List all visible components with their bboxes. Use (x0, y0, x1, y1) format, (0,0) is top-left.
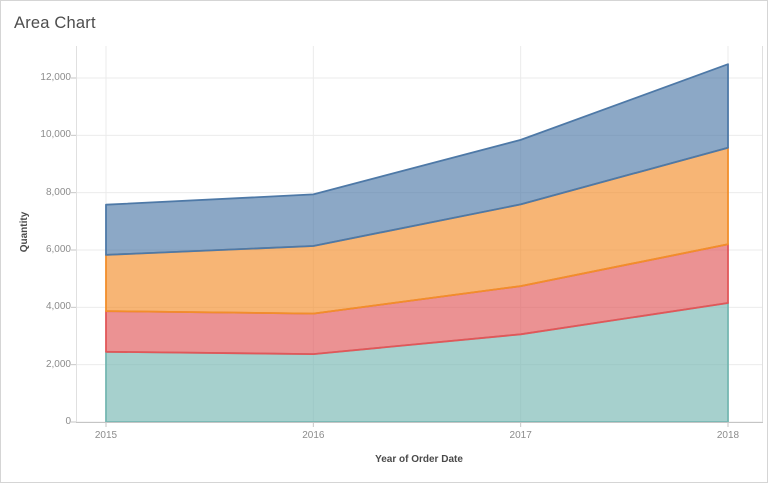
y-axis-title: Quantity (19, 211, 30, 253)
x-axis-tick-label: 2018 (716, 430, 740, 441)
y-axis-tick-label: 8,000 (45, 186, 71, 198)
x-axis-tick-label: 2016 (302, 430, 325, 441)
y-axis-tick-label: 4,000 (45, 301, 71, 313)
y-axis-tick-label: 0 (65, 416, 71, 427)
y-axis-tick-label: 12,000 (40, 72, 71, 83)
x-axis-tick-label: 2015 (94, 430, 118, 441)
x-axis-title: Year of Order Date (375, 454, 463, 465)
y-axis-tick-label: 10,000 (40, 129, 71, 141)
y-axis-tick-label: 2,000 (45, 358, 71, 370)
area-mark-blue-band[interactable] (105, 63, 729, 256)
x-axis-tick-label: 2017 (509, 430, 532, 441)
chart-title: Area Chart (14, 14, 96, 32)
y-axis-tick-label: 6,000 (45, 244, 71, 255)
